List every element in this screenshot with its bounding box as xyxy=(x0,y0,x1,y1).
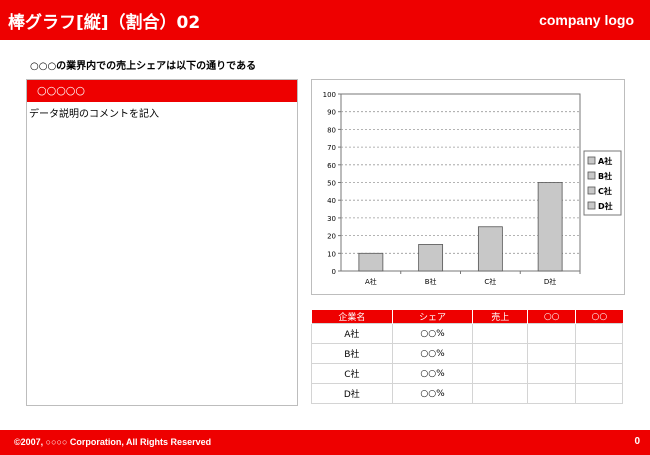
legend-label: D社 xyxy=(598,201,613,211)
table-row: D社 ○○% xyxy=(311,383,623,404)
x-tick-label: B社 xyxy=(425,277,437,286)
table-row: B社 ○○% xyxy=(311,343,623,364)
table-header-cell: ○○ xyxy=(527,310,576,324)
legend-label: B社 xyxy=(598,171,612,181)
table-cell xyxy=(472,343,529,364)
x-tick-label: C社 xyxy=(484,277,496,286)
table-row: A社 ○○% xyxy=(311,323,623,344)
table-cell xyxy=(527,363,577,384)
table-cell: C社 xyxy=(311,363,393,384)
legend-label: A社 xyxy=(598,156,612,166)
bar xyxy=(477,226,503,272)
comment-panel: ○○○○○ データ説明のコメントを記入 xyxy=(26,79,298,406)
table-header-cell: 企業名 xyxy=(311,310,393,324)
table-cell: ○○% xyxy=(391,323,474,344)
legend-swatch xyxy=(587,171,596,180)
page-number: 0 xyxy=(634,436,640,447)
footer-bar: ©2007, ○○○○ Corporation, All Rights Rese… xyxy=(0,430,650,455)
y-tick-label: 60 xyxy=(327,162,336,170)
company-logo: company logo xyxy=(539,12,634,28)
table-row: C社 ○○% xyxy=(311,363,623,384)
table-cell xyxy=(472,383,529,404)
header-bar: 棒グラフ[縦]（割合）02 company logo xyxy=(0,0,650,40)
table-body: A社 ○○% B社 ○○% C社 ○○% D社 ○○% xyxy=(311,323,623,404)
table-header-cell: 売上 xyxy=(472,310,528,324)
comment-panel-header: ○○○○○ xyxy=(27,80,297,102)
comment-panel-description: データ説明のコメントを記入 xyxy=(29,109,159,120)
table-cell xyxy=(472,363,529,384)
bar xyxy=(358,252,384,272)
table-cell xyxy=(527,323,577,344)
table-cell xyxy=(575,383,623,404)
y-tick-label: 40 xyxy=(327,197,336,205)
table-cell: ○○% xyxy=(391,363,474,384)
legend-label: C社 xyxy=(598,186,612,196)
y-tick-label: 100 xyxy=(323,91,336,99)
table-cell xyxy=(575,323,623,344)
chart-box: 0 10 20 30 40 50 60 70 80 90 100 A社 B社 C社 D社 A社 B社 C社 D社 xyxy=(311,79,625,295)
table-cell: D社 xyxy=(311,383,393,404)
x-tick-label: D社 xyxy=(544,277,556,286)
table-cell: ○○% xyxy=(391,383,474,404)
table-cell: ○○% xyxy=(391,343,474,364)
y-tick-label: 70 xyxy=(327,144,336,152)
x-tick-label: A社 xyxy=(365,277,377,286)
table-cell xyxy=(575,343,623,364)
table-header-cell: シェア xyxy=(391,310,473,324)
y-tick-label: 20 xyxy=(327,233,336,241)
legend-swatch xyxy=(587,156,596,165)
comment-panel-heading: ○○○○○ xyxy=(37,84,85,97)
y-tick-label: 50 xyxy=(327,180,336,188)
table-cell: A社 xyxy=(311,323,393,344)
y-tick-label: 80 xyxy=(327,126,336,134)
copyright-text: ©2007, ○○○○ Corporation, All Rights Rese… xyxy=(14,437,212,447)
table-cell xyxy=(472,323,529,344)
legend-swatch xyxy=(587,201,596,210)
y-tick-label: 30 xyxy=(327,215,336,223)
y-tick-label: 0 xyxy=(332,268,336,276)
bar-chart: 0 10 20 30 40 50 60 70 80 90 100 A社 B社 C社 D社 A社 B社 C社 D社 xyxy=(323,91,622,286)
table-header-cell: ○○ xyxy=(575,310,623,324)
y-tick-label: 10 xyxy=(327,250,336,258)
table-cell xyxy=(527,343,577,364)
legend-swatch xyxy=(587,186,596,195)
page-title: 棒グラフ[縦]（割合）02 xyxy=(8,13,201,33)
bar xyxy=(418,244,444,272)
y-tick-label: 90 xyxy=(327,109,336,117)
subtitle-text: ○○○の業界内での売上シェアは以下の通りである xyxy=(30,61,257,72)
bar xyxy=(537,182,563,272)
table-cell xyxy=(527,383,577,404)
table-cell: B社 xyxy=(311,343,393,364)
table-cell xyxy=(575,363,623,384)
data-table: 企業名 シェア 売上 ○○ ○○ A社 ○○% B社 ○○% C社 ○○% D社 ○○% xyxy=(311,310,623,404)
table-header-row: 企業名 シェア 売上 ○○ ○○ xyxy=(311,310,623,324)
